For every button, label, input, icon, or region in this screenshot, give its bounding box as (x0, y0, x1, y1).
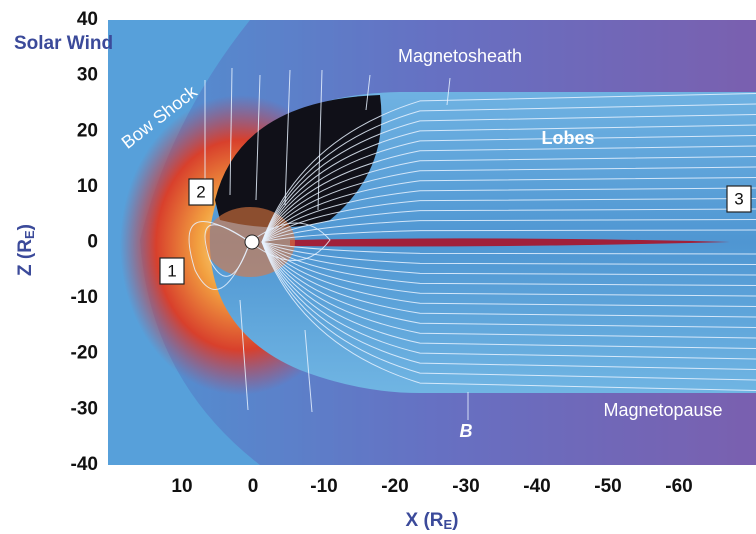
lobes-label: Lobes (541, 128, 594, 148)
y-tick-label: 30 (77, 65, 98, 86)
marker: 3 (734, 189, 743, 208)
y-tick-label: 20 (77, 120, 98, 141)
figure: Solar Wind Bow Shock Magnetosheath Lobes… (0, 0, 756, 534)
marker: 2 (196, 182, 205, 201)
x-tick-label: -40 (523, 476, 550, 497)
y-tick-label: 10 (77, 176, 98, 197)
y-axis-title: Z (RE) (15, 224, 37, 276)
y-tick-label: -10 (71, 287, 98, 308)
x-tick-label: -20 (381, 476, 408, 497)
simulation-image (108, 20, 756, 465)
earth (245, 235, 259, 249)
solar-wind-label: Solar Wind (14, 33, 113, 54)
y-tick-label: -40 (71, 454, 98, 475)
x-tick-label: -10 (310, 476, 337, 497)
x-tick-label: -60 (665, 476, 692, 497)
y-tick-label: 0 (87, 232, 98, 253)
y-tick-label: 40 (77, 9, 98, 30)
marker: 1 (167, 261, 176, 280)
x-tick-label: -30 (452, 476, 479, 497)
y-tick-label: -30 (71, 398, 98, 419)
magnetopause-label: Magnetopause (603, 400, 722, 420)
y-tick-label: -20 (71, 343, 98, 364)
field-label: B (460, 421, 473, 441)
x-tick-label: -50 (594, 476, 621, 497)
x-axis-title: X (RE) (406, 510, 459, 532)
x-tick-label: 0 (248, 476, 259, 497)
x-tick-label: 10 (171, 476, 192, 497)
magnetosheath-label: Magnetosheath (398, 46, 522, 66)
